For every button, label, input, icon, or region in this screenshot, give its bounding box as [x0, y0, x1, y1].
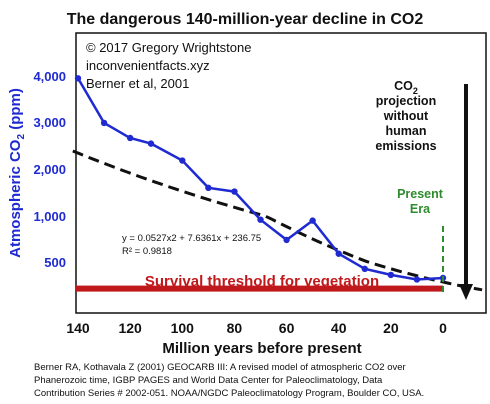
data-point	[126, 134, 134, 142]
source-line-1: Berner RA, Kothavala Z (2001) GEOCARB II…	[34, 362, 406, 373]
data-point	[257, 216, 264, 223]
projection-label-co: CO	[394, 79, 413, 93]
projection-label: projection	[376, 94, 436, 108]
trend-r-squared: R² = 0.9818	[122, 246, 172, 257]
data-point	[231, 188, 238, 195]
plot-frame	[75, 32, 487, 314]
data-point	[283, 236, 290, 244]
trendline	[72, 149, 483, 292]
y-tick-label: 2,000	[33, 162, 66, 177]
y-axis-ticks: 4,000 3,000 2,000 1,000 500	[33, 69, 66, 270]
y-tick-label: 500	[44, 255, 66, 270]
projection-label: emissions	[375, 139, 436, 153]
data-point	[100, 119, 108, 127]
copyright-source: Berner et al, 2001	[86, 76, 189, 91]
threshold-bar	[76, 285, 443, 292]
x-tick-label: 80	[227, 320, 243, 336]
projection-arrow-head	[459, 284, 473, 300]
data-point	[413, 276, 421, 283]
trend-equation: y = 0.0527x2 + 7.6361x + 236.75	[122, 233, 261, 244]
copyright-line: © 2017 Gregory Wrightstone	[86, 40, 251, 55]
data-point	[387, 271, 395, 279]
threshold-label: Survival threshold for vegetation	[145, 273, 379, 290]
projection-label-subscript: 2	[413, 86, 418, 96]
source-line-3: Contribution Series # 2002-051. NOAA/NGD…	[34, 388, 424, 399]
data-point	[335, 250, 342, 257]
x-tick-label: 140	[66, 320, 90, 336]
x-tick-label: 120	[118, 320, 142, 336]
y-tick-label: 3,000	[33, 115, 66, 130]
data-point	[205, 184, 212, 191]
x-tick-label: 20	[383, 320, 399, 336]
data-point	[74, 75, 82, 82]
projection-label: without	[383, 109, 429, 123]
threshold-group	[76, 285, 443, 292]
data-point	[361, 265, 368, 273]
x-axis-ticks: 140 120 100 80 60 40 20 0	[66, 320, 447, 336]
x-axis-label: Million years before present	[162, 340, 361, 357]
x-tick-label: 60	[279, 320, 295, 336]
data-point	[147, 140, 155, 147]
present-era-label: Era	[410, 202, 431, 216]
trendline-group	[72, 149, 483, 292]
y-axis-label-main: Atmospheric CO	[7, 139, 24, 258]
x-tick-label: 100	[171, 320, 195, 336]
source-line-2: Phanerozoic time, IGBP PAGES and World D…	[34, 375, 383, 386]
data-point	[309, 217, 316, 224]
projection-label: CO2	[394, 79, 418, 96]
y-tick-label: 1,000	[33, 209, 66, 224]
chart-title: The dangerous 140-million-year decline i…	[67, 11, 424, 28]
y-axis-label: Atmospheric CO2 (ppm)	[7, 88, 27, 258]
y-tick-label: 4,000	[33, 69, 66, 84]
x-tick-label: 0	[439, 320, 447, 336]
projection-label: human	[386, 124, 427, 138]
y-axis-label-subscript: 2	[16, 134, 27, 140]
data-point	[179, 157, 186, 164]
present-era-label: Present	[397, 187, 444, 201]
y-axis-label-unit: (ppm)	[7, 88, 24, 134]
x-tick-label: 40	[331, 320, 347, 336]
series-group	[74, 75, 447, 283]
copyright-url: inconvenientfacts.xyz	[86, 58, 210, 73]
